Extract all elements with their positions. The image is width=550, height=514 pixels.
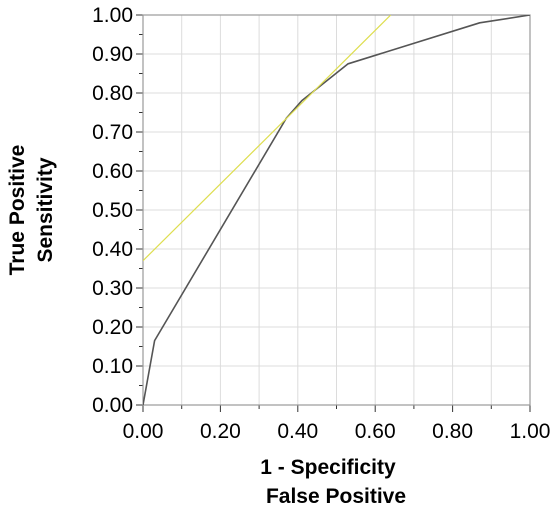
x-tick-label: 0.20 xyxy=(200,420,241,443)
minor-ticks xyxy=(136,14,531,412)
axis-titles: 1 - Specificity False Positive True Posi… xyxy=(6,145,406,508)
roc-curve-line xyxy=(143,15,530,405)
x-tick-label: 0.80 xyxy=(432,420,473,443)
reference-line xyxy=(143,15,392,262)
plot-frame xyxy=(142,14,531,406)
y-tick-label: 0.90 xyxy=(92,43,133,66)
x-tick-label: 1.00 xyxy=(510,420,550,443)
y-tick-label: 0.60 xyxy=(92,160,133,183)
y-tick-label: 0.50 xyxy=(92,199,133,222)
y-tick-label: 0.30 xyxy=(92,277,133,300)
x-tick-label: 0.00 xyxy=(123,420,164,443)
x-tick-label: 0.40 xyxy=(277,420,318,443)
y-axis-title-line-1: True Positive xyxy=(6,145,29,276)
grid xyxy=(143,15,530,405)
series-layer xyxy=(143,15,530,405)
y-tick-label: 0.70 xyxy=(92,121,133,144)
y-tick-label: 0.00 xyxy=(92,394,133,417)
x-axis-title-line-1: 1 - Specificity xyxy=(260,456,396,479)
y-tick-label: 0.80 xyxy=(92,82,133,105)
x-tick-labels: 0.00 0.20 0.40 0.60 0.80 1.00 xyxy=(123,420,550,443)
y-tick-label: 0.40 xyxy=(92,238,133,261)
y-tick-labels: 0.00 0.10 0.20 0.30 0.40 0.50 0.60 0.70 0.80 0.90… xyxy=(92,4,133,417)
x-tick-label: 0.60 xyxy=(355,420,396,443)
y-axis-title-line-2: Sensitivity xyxy=(34,157,57,262)
y-tick-label: 1.00 xyxy=(92,4,133,27)
y-tick-label: 0.10 xyxy=(92,355,133,378)
x-axis-title-line-2: False Positive xyxy=(266,485,406,508)
y-tick-label: 0.20 xyxy=(92,316,133,339)
